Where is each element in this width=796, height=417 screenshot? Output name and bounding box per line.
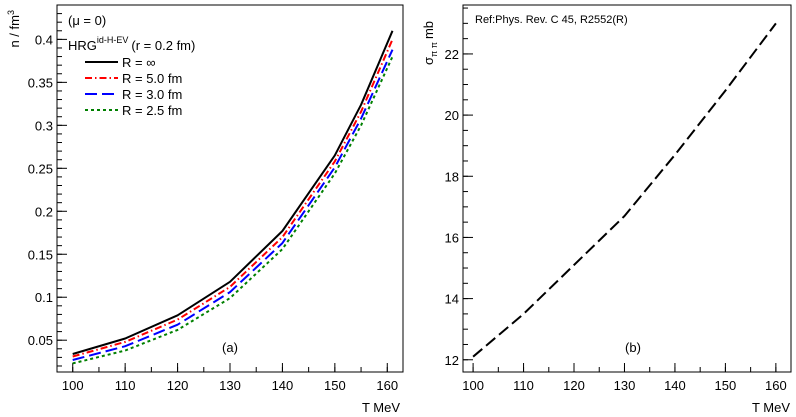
panel-a-y-tick-label: 0.15 bbox=[28, 247, 53, 262]
legend-label: R = ∞ bbox=[122, 55, 155, 70]
legend-label: R = 3.0 fm bbox=[122, 87, 182, 102]
panel-b-x-tick-label: 130 bbox=[614, 378, 636, 393]
panel-a-y-ticks: 0.05 0.1 0.15 0.2 0.25 0.3 0.35 0.4 bbox=[28, 13, 67, 367]
panel-a-y-tick-label: 0.1 bbox=[35, 290, 53, 305]
panel-b-series-lines bbox=[472, 22, 777, 358]
panel-a-x-tick-label: 110 bbox=[115, 378, 136, 393]
panel-a-x-ticks: 100 110 120 130 140 150 160 bbox=[62, 363, 398, 393]
panel-b-y-tick-label: 12 bbox=[445, 353, 459, 368]
panel-a-series-line-0 bbox=[72, 30, 394, 355]
panel-a-x-tick-label: 100 bbox=[62, 378, 84, 393]
panel-b-y-tick-label: 18 bbox=[445, 169, 459, 184]
panel-a-y-tick-label: 0.4 bbox=[35, 32, 53, 47]
panel-b-y-tick-label: 22 bbox=[445, 47, 459, 62]
panel-b-y-ticks: 12 14 16 18 20 22 bbox=[445, 7, 473, 368]
panel-b-x-tick-label: 140 bbox=[664, 378, 686, 393]
panel-b-x-tick-label: 100 bbox=[462, 378, 484, 393]
panel-b-x-tick-label: 110 bbox=[513, 378, 534, 393]
legend-entries: R = ∞R = 5.0 fmR = 3.0 fmR = 2.5 fm bbox=[85, 55, 182, 118]
legend-label: R = 2.5 fm bbox=[122, 103, 182, 118]
panel-a-x-tick-label: 160 bbox=[376, 378, 398, 393]
panel-b-y-tick-label: 16 bbox=[445, 230, 459, 245]
legend-model-label: HRGid-H-EV (r = 0.2 fm) bbox=[68, 35, 195, 53]
panel-a-y-tick-label: 0.2 bbox=[35, 204, 53, 219]
panel-a-y-tick-label: 0.25 bbox=[28, 161, 53, 176]
panel-b-x-ticks: 100 110 120 130 140 150 160 bbox=[462, 363, 787, 393]
panel-a-series-line-3 bbox=[72, 56, 394, 365]
panel-a-x-tick-label: 140 bbox=[272, 378, 294, 393]
panel-b-reference-annotation: Ref:Phys. Rev. C 45, R2552(R) bbox=[475, 14, 628, 26]
legend-header: (μ = 0) bbox=[68, 13, 106, 28]
panel-b-x-axis-label: T MeV bbox=[752, 400, 790, 415]
panel-a-series-line-2 bbox=[72, 49, 394, 361]
panel-b-y-tick-label: 14 bbox=[445, 292, 459, 307]
panel-a-x-tick-label: 120 bbox=[167, 378, 189, 393]
panel-b-y-tick-label: 20 bbox=[445, 108, 459, 123]
panel-a-frame bbox=[56, 4, 404, 373]
panel-a-density-plot: 100 110 120 130 140 150 160 0.05 0.1 0.15 0.2 0.25… bbox=[6, 4, 404, 415]
panel-a-y-tick-label: 0.35 bbox=[28, 75, 53, 90]
panel-b-cross-section-plot: 100 110 120 130 140 150 160 12 14 16 18 20 22 T MeV… bbox=[421, 4, 792, 415]
panel-a-legend: (μ = 0) HRGid-H-EV (r = 0.2 fm) R = ∞R = … bbox=[68, 13, 195, 118]
panel-b-frame bbox=[462, 4, 792, 373]
panel-a-series-line-1 bbox=[72, 39, 394, 358]
panel-a-panel-label: (a) bbox=[222, 340, 238, 355]
panel-b-panel-label: (b) bbox=[625, 340, 641, 355]
panel-a-y-axis-label: n / fm3 bbox=[6, 10, 22, 48]
panel-b-x-tick-label: 150 bbox=[715, 378, 737, 393]
panel-a-x-tick-label: 130 bbox=[219, 378, 241, 393]
panel-a-series-lines bbox=[72, 30, 394, 365]
panel-b-x-tick-label: 120 bbox=[563, 378, 585, 393]
panel-a-y-tick-label: 0.3 bbox=[35, 118, 53, 133]
panel-b-series-line-0 bbox=[472, 22, 777, 358]
panel-a-x-tick-label: 150 bbox=[324, 378, 346, 393]
panel-a-y-tick-label: 0.05 bbox=[28, 333, 53, 348]
panel-b-x-tick-label: 160 bbox=[765, 378, 787, 393]
panel-a-x-axis-label: T MeV bbox=[362, 400, 400, 415]
legend-label: R = 5.0 fm bbox=[122, 71, 182, 86]
panel-b-y-axis-label: σπ πmb bbox=[421, 21, 439, 65]
